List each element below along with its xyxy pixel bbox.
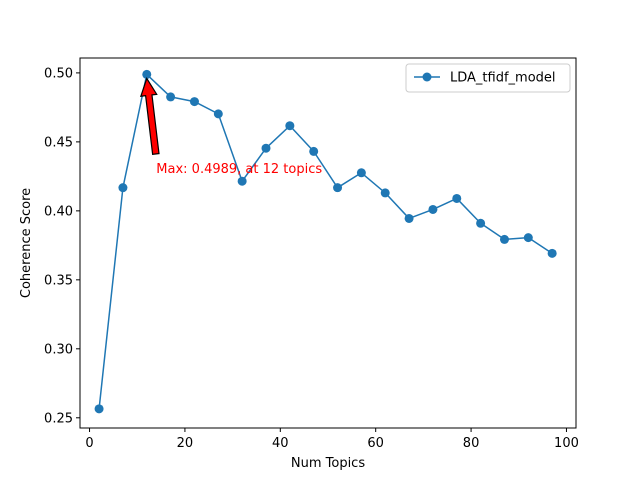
data-point [261,143,271,153]
data-point [333,183,343,193]
data-point [356,168,366,178]
axes-frame [79,57,577,429]
data-point [94,404,104,414]
x-tick-label: 40 [272,436,289,451]
legend-marker-swatch [422,72,432,82]
y-tick-label: 0.30 [44,342,73,357]
data-point [237,176,247,186]
data-point [523,233,533,243]
data-point [499,234,509,244]
x-axis-label: Num Topics [291,456,365,471]
x-axis-ticks: 0 20 40 60 80 100 [85,428,579,451]
y-tick-label: 0.45 [44,135,73,150]
data-point [476,218,486,228]
data-point [547,248,557,258]
legend-box [405,63,571,93]
series-layer [94,69,557,414]
y-tick-label: 0.40 [44,204,73,219]
data-point [142,69,152,79]
data-point [213,109,223,119]
data-point [309,146,319,156]
annotation-layer: Max: 0.4989, at 12 topics [139,77,322,177]
y-axis-label: Coherence Score [19,188,34,298]
legend: LDA_tfidf_model [405,63,571,93]
x-tick-label: 80 [463,436,480,451]
x-tick-label: 0 [85,436,93,451]
data-point [166,92,176,102]
data-point [452,193,462,203]
data-point [380,188,390,198]
data-point [189,97,199,107]
data-point [285,121,295,131]
legend-entry-label: LDA_tfidf_model [450,71,556,86]
data-point [118,183,128,193]
x-tick-label: 60 [367,436,384,451]
y-tick-label: 0.25 [44,411,73,426]
y-axis-ticks: 0.25 0.30 0.35 0.40 0.45 0.50 [44,66,80,426]
y-tick-label: 0.50 [44,66,73,81]
data-point [428,204,438,214]
y-tick-label: 0.35 [44,273,73,288]
max-annotation-label: Max: 0.4989, at 12 topics [156,162,322,177]
max-annotation-arrow [139,77,160,155]
data-point [404,213,414,223]
x-tick-label: 100 [554,436,579,451]
x-tick-label: 20 [177,436,194,451]
